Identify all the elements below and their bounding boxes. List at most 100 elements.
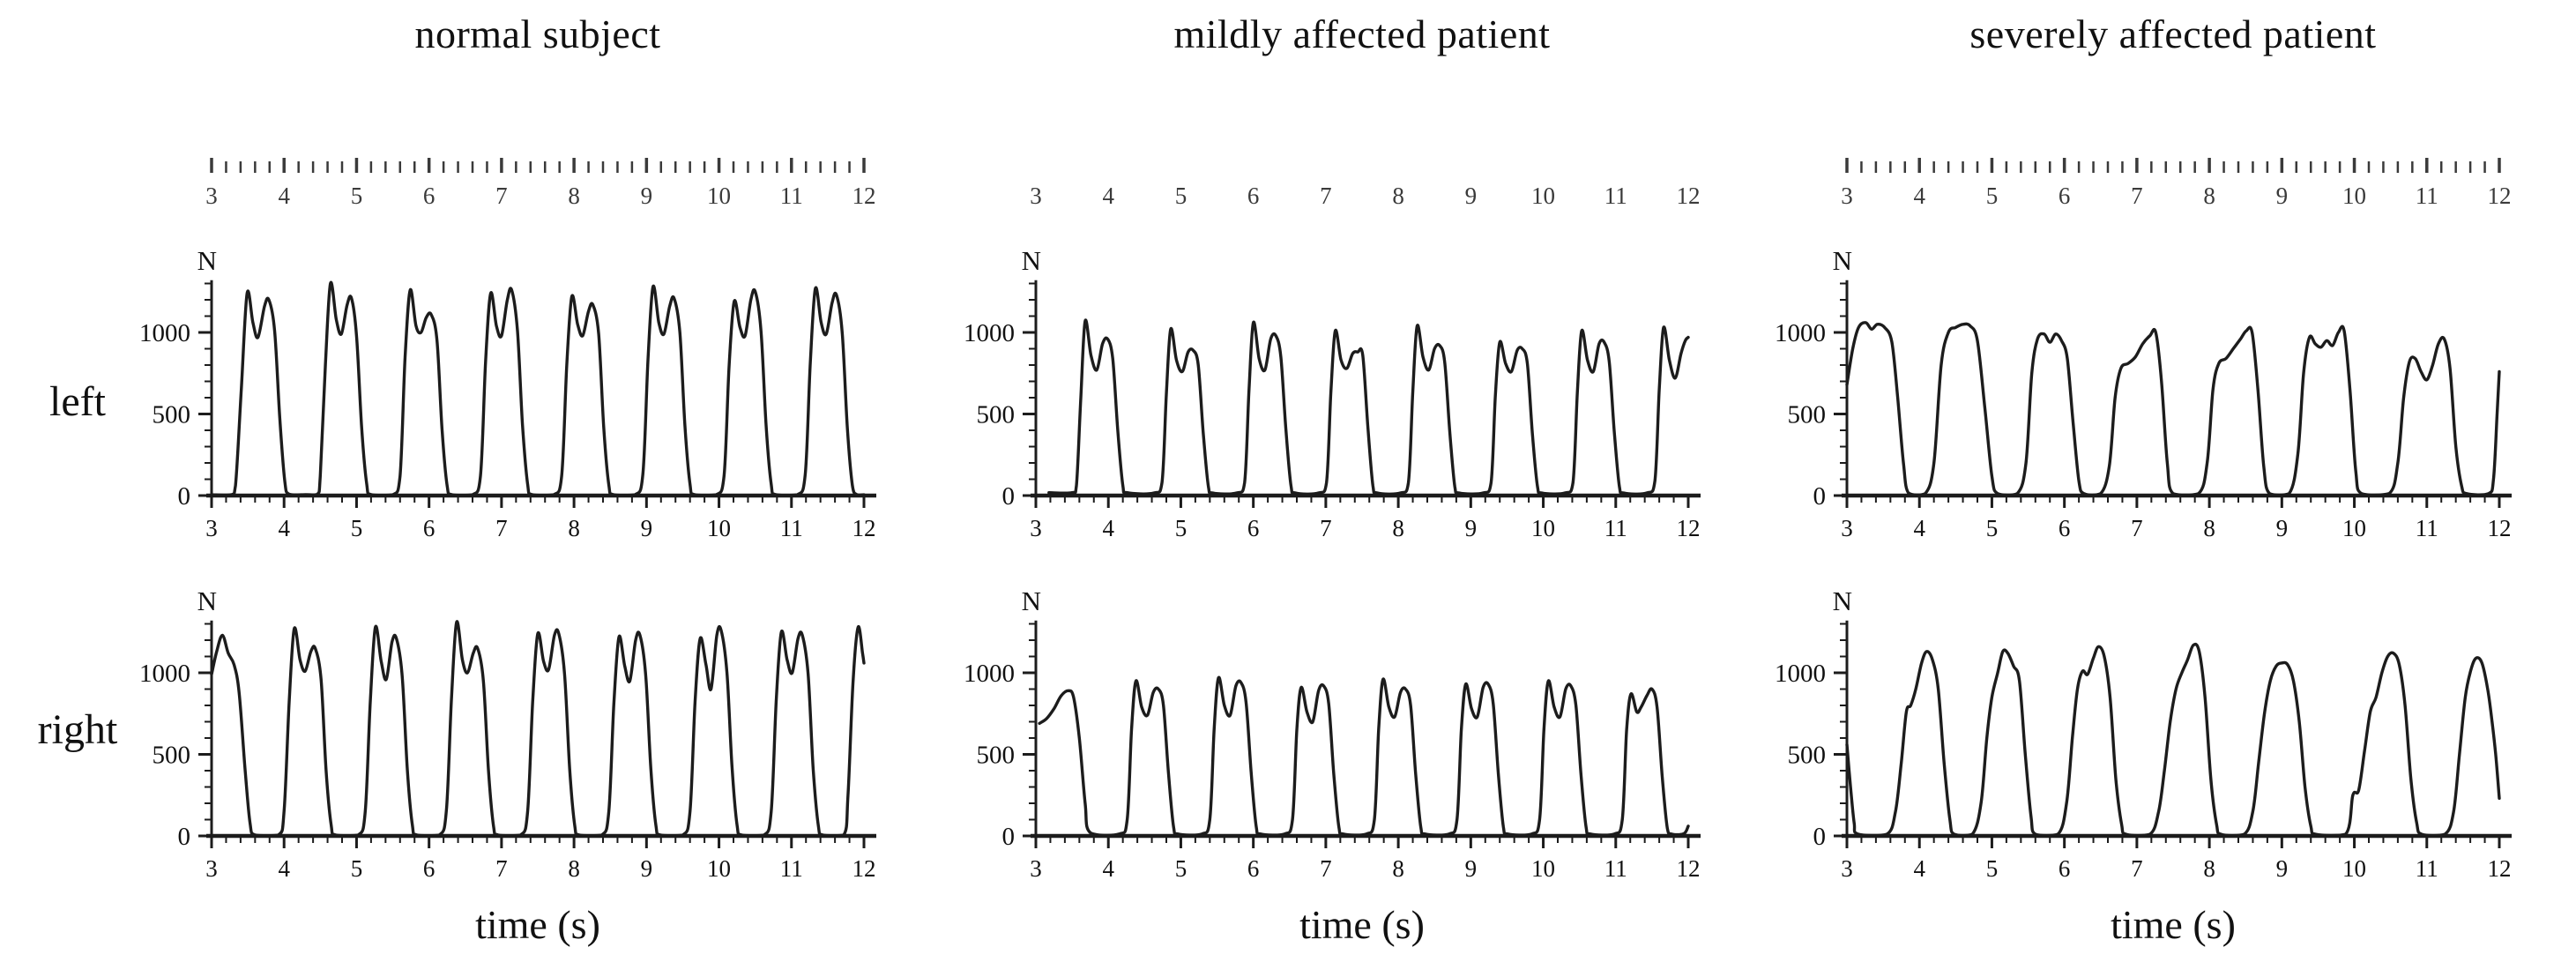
tick-label: N xyxy=(1022,585,1041,616)
tick-label: 500 xyxy=(977,742,1016,770)
tick-label: 1000 xyxy=(964,319,1015,347)
tick-label: 3 xyxy=(1030,855,1042,882)
tick-label: 10 xyxy=(707,515,731,541)
tick-label: 10 xyxy=(707,855,731,882)
tick-label: 7 xyxy=(2131,183,2143,209)
tick-label: 1000 xyxy=(1775,319,1826,347)
tick-label: 7 xyxy=(1320,855,1332,882)
force-trace xyxy=(210,620,866,838)
tick-label: 7 xyxy=(495,855,508,882)
tick-label: 11 xyxy=(2416,515,2438,541)
tick-label: 12 xyxy=(2488,183,2512,209)
tick-label: 5 xyxy=(1175,855,1187,882)
tick-label: 12 xyxy=(1677,183,1701,209)
tick-label: 500 xyxy=(153,742,191,770)
force-plot-severe-left: 0 500 1000 N 3 4 5 6 7 8 9 10 11 12 xyxy=(1775,245,2512,541)
tick-label: 6 xyxy=(1247,515,1260,541)
tick-label: N xyxy=(1022,245,1041,276)
tick-label: 1000 xyxy=(139,319,190,347)
x-axis-label-severe: time (s) xyxy=(2111,902,2236,947)
tick-label: 8 xyxy=(1392,855,1404,882)
tick-label: 11 xyxy=(780,855,803,882)
tick-label: 3 xyxy=(1030,515,1042,541)
x-axis-label-mild: time (s) xyxy=(1299,902,1425,947)
tick-label: 4 xyxy=(1913,183,1925,209)
tick-label: N xyxy=(197,245,217,276)
tick-label: 9 xyxy=(641,855,653,882)
tick-label: 4 xyxy=(1913,515,1925,541)
force-trace xyxy=(1845,321,2501,497)
tick-label: 5 xyxy=(1175,183,1187,209)
tick-label: 9 xyxy=(1465,183,1478,209)
tick-label: 8 xyxy=(1392,515,1404,541)
tick-label: 3 xyxy=(1841,183,1853,209)
tick-label: 10 xyxy=(2342,855,2366,882)
tick-label: 7 xyxy=(495,183,508,209)
row-label-right: right xyxy=(37,706,118,753)
tick-label: 0 xyxy=(1002,823,1016,851)
tick-label: 7 xyxy=(495,515,508,541)
tick-label: 10 xyxy=(1531,855,1555,882)
tick-label: 1000 xyxy=(964,660,1015,688)
tick-label: 11 xyxy=(780,515,803,541)
tick-label: 11 xyxy=(1604,183,1627,209)
force-trace xyxy=(1845,642,2501,838)
tick-label: 12 xyxy=(852,183,876,209)
tick-label: 6 xyxy=(2059,855,2071,882)
tick-label: 7 xyxy=(2131,515,2143,541)
tick-label: 8 xyxy=(568,855,580,882)
force-plot-severe-right: 0 500 1000 N 3 4 5 6 7 8 9 10 11 12 xyxy=(1775,585,2512,882)
tick-label: 10 xyxy=(1531,183,1555,209)
tick-label: 0 xyxy=(1813,482,1827,511)
tick-label: 0 xyxy=(178,823,191,851)
tick-label: 10 xyxy=(2342,183,2366,209)
tick-label: 6 xyxy=(2059,183,2071,209)
force-trace xyxy=(1047,318,1690,496)
tick-label: 7 xyxy=(1320,515,1332,541)
tick-label: 11 xyxy=(2416,855,2438,882)
force-plot-mild-left: 0 500 1000 N 3 4 5 6 7 8 9 10 11 12 xyxy=(964,245,1701,541)
tick-label: 11 xyxy=(2416,183,2438,209)
force-plot-normal-left: 0 500 1000 N 3 4 5 6 7 8 9 10 11 12 xyxy=(139,245,876,541)
time-ruler-severe: 3 4 5 6 7 8 9 10 11 12 xyxy=(1841,158,2512,209)
tick-label: 8 xyxy=(2203,515,2215,541)
tick-label: 1000 xyxy=(1775,660,1826,688)
column-severely-affected: severely affected patient 3 4 5 6 7 8 9 10 11 12 … xyxy=(1759,0,2535,977)
tick-label: N xyxy=(1833,585,1852,616)
tick-label: 4 xyxy=(278,515,290,541)
tick-label: 9 xyxy=(641,183,653,209)
tick-label: 8 xyxy=(2203,183,2215,209)
tick-label: 6 xyxy=(423,183,436,209)
tick-label: 8 xyxy=(568,183,580,209)
tick-label: 4 xyxy=(278,183,290,209)
tick-label: 5 xyxy=(351,855,363,882)
column-title-normal: normal subject xyxy=(414,11,661,56)
tick-label: N xyxy=(1833,245,1852,276)
tick-label: 3 xyxy=(1841,515,1853,541)
tick-label: 5 xyxy=(1986,515,1999,541)
tick-label: 8 xyxy=(568,515,580,541)
tick-label: 3 xyxy=(205,855,218,882)
tick-label: 5 xyxy=(351,183,363,209)
tick-label: 0 xyxy=(1813,823,1827,851)
tick-label: 4 xyxy=(1913,855,1925,882)
tick-label: 10 xyxy=(707,183,731,209)
tick-label: 9 xyxy=(2276,855,2289,882)
tick-label: 4 xyxy=(1102,855,1114,882)
tick-label: 9 xyxy=(641,515,653,541)
tick-label: 8 xyxy=(2203,855,2215,882)
tick-label: 500 xyxy=(1788,401,1827,429)
tick-label: 3 xyxy=(205,515,218,541)
tick-label: 0 xyxy=(1002,482,1016,511)
tick-label: 6 xyxy=(423,515,436,541)
tick-label: 4 xyxy=(1102,515,1114,541)
tick-label: 9 xyxy=(2276,515,2289,541)
tick-label: 9 xyxy=(1465,515,1478,541)
tick-label: 1000 xyxy=(139,660,190,688)
tick-label: 10 xyxy=(2342,515,2366,541)
tick-label: 9 xyxy=(1465,855,1478,882)
tick-label: 9 xyxy=(2276,183,2289,209)
time-ruler-normal: 3 4 5 6 7 8 9 10 11 12 xyxy=(205,158,876,209)
tick-label: 500 xyxy=(1788,742,1827,770)
tick-label: 3 xyxy=(1030,183,1042,209)
